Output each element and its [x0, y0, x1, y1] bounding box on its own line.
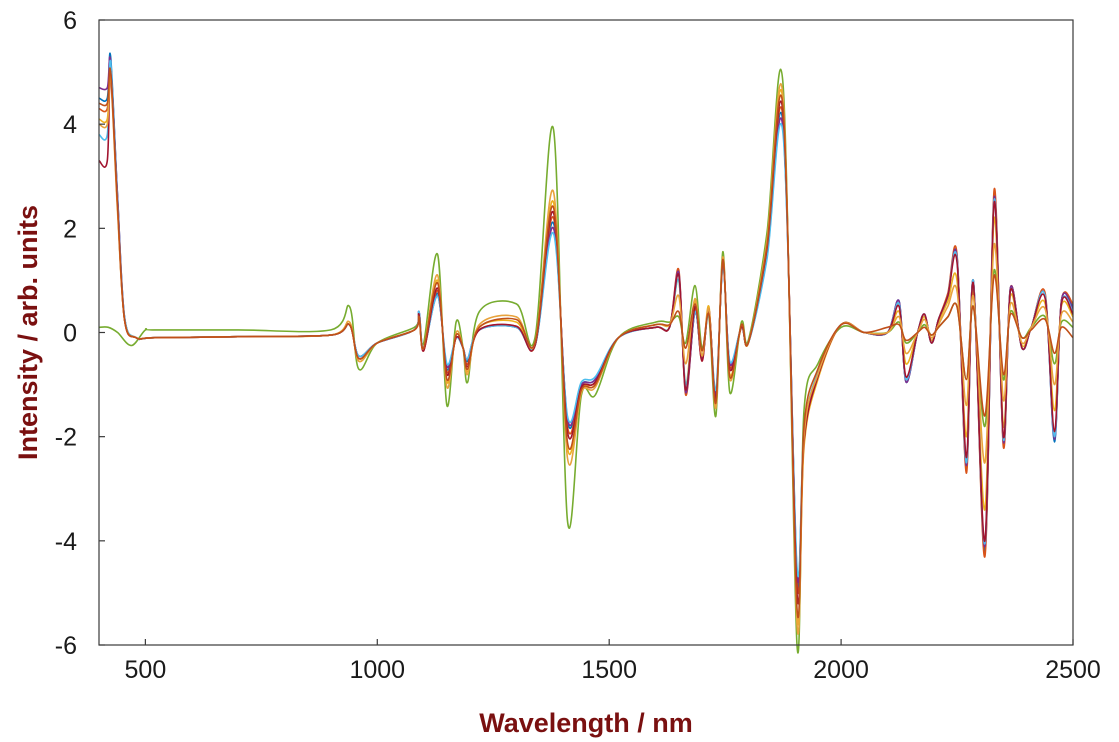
- x-axis-title: Wavelength / nm: [479, 708, 693, 738]
- series-line-8: [98, 73, 1074, 635]
- y-tick-label: 2: [63, 215, 77, 243]
- y-tick-label: 4: [63, 111, 77, 139]
- series-line-3: [98, 68, 1074, 626]
- x-tick-label: 1000: [349, 656, 405, 684]
- x-tick-label: 2000: [813, 656, 869, 684]
- series-lines: [98, 52, 1074, 654]
- y-axis-title: Intensity / arb. units: [13, 205, 43, 460]
- x-tick-label: 2500: [1045, 656, 1101, 684]
- y-tick-label: -2: [55, 424, 77, 452]
- series-line-9: [98, 67, 1074, 619]
- y-tick-label: 0: [63, 320, 77, 348]
- series-line-5: [98, 68, 1074, 654]
- x-tick-label: 1500: [581, 656, 637, 684]
- x-tick-label: 500: [125, 656, 167, 684]
- x-axis: 500 1000 1500 2000 2500: [125, 639, 1101, 684]
- series-line-6: [98, 59, 1074, 578]
- y-tick-label: 6: [63, 7, 77, 35]
- y-tick-label: -6: [55, 632, 77, 660]
- y-tick-label: -4: [55, 528, 77, 556]
- y-axis: -6 -4 -2 0 2 4 6: [55, 7, 105, 660]
- series-line-7: [98, 71, 1074, 605]
- plot-frame: [98, 19, 1074, 646]
